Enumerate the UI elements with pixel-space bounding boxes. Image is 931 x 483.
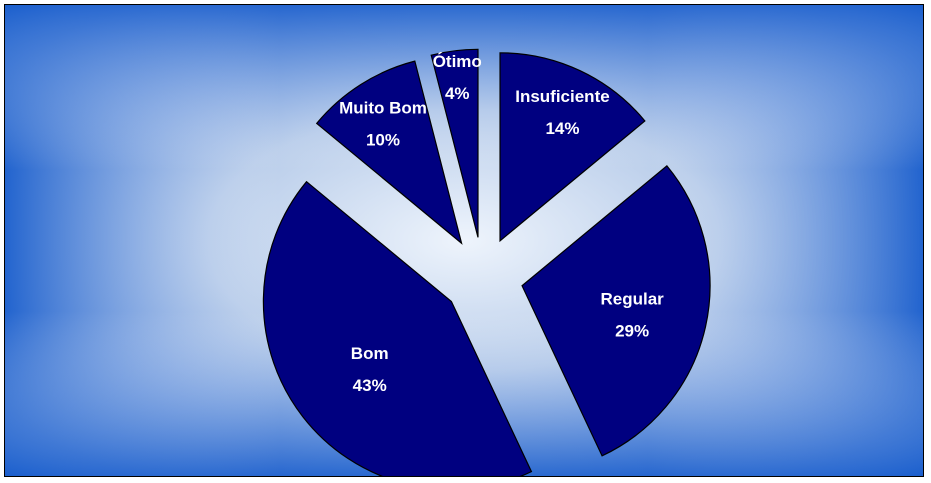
pie-slice-insuficiente	[499, 52, 646, 243]
pie-slice-bom	[262, 180, 533, 476]
slices-layer	[262, 48, 711, 476]
pie-slice-regular	[521, 165, 711, 457]
slice-value-ótimo: 4%	[445, 84, 470, 103]
slice-value-insuficiente: 14%	[545, 119, 579, 138]
slice-value-bom: 43%	[353, 376, 387, 395]
pie-chart: Insuficiente 14% Regular 29% Bom 43% Muito Bom…	[5, 5, 923, 476]
slice-label-ótimo: Ótimo	[433, 52, 482, 71]
slice-value-regular: 29%	[615, 321, 649, 340]
slice-label-regular: Regular	[600, 289, 664, 308]
pie-slice-muito-bom	[315, 60, 463, 245]
chart-frame: Insuficiente 14% Regular 29% Bom 43% Muito Bom…	[4, 4, 924, 477]
labels-layer: Insuficiente 14% Regular 29% Bom 43% Muito Bom…	[339, 52, 664, 395]
slice-label-bom: Bom	[351, 344, 389, 363]
slice-label-muito-bom: Muito Bom	[339, 98, 427, 117]
pie-slice-ótimo	[430, 48, 479, 238]
slice-label-insuficiente: Insuficiente	[515, 87, 609, 106]
slice-value-muito-bom: 10%	[366, 130, 400, 149]
